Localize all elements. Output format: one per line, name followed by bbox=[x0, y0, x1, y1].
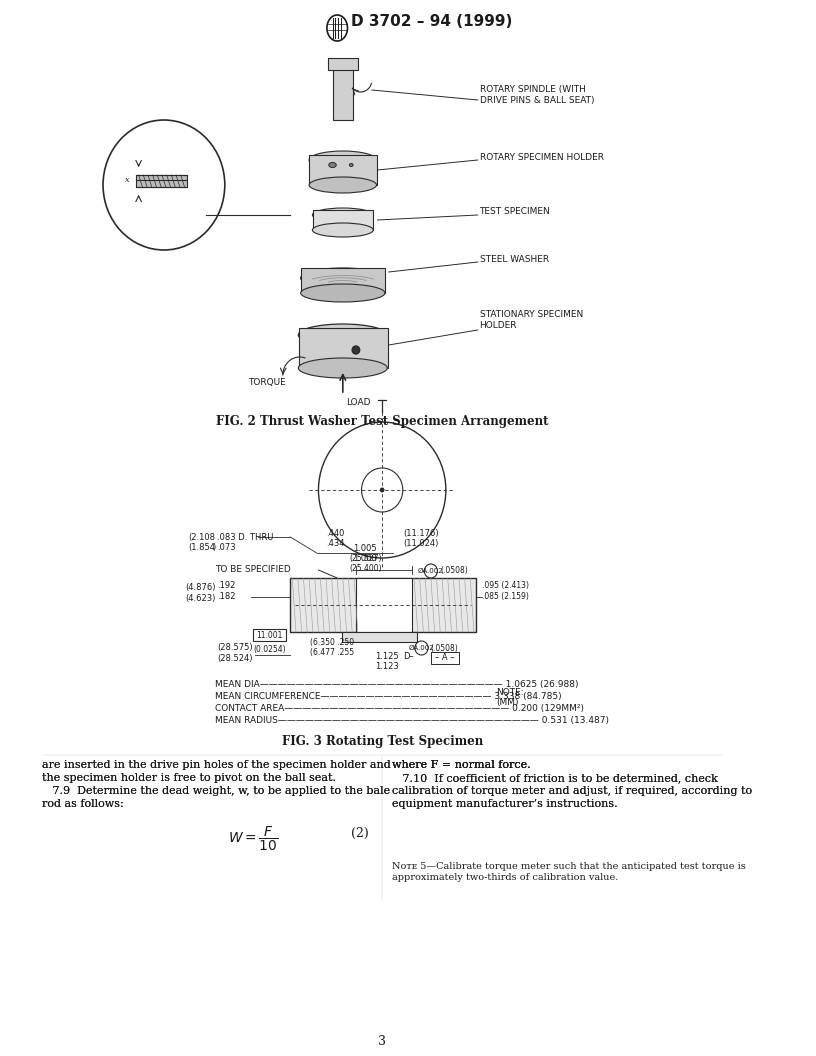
Text: (2): (2) bbox=[351, 827, 369, 840]
Ellipse shape bbox=[300, 268, 385, 288]
Ellipse shape bbox=[313, 208, 373, 222]
Bar bbox=[332, 65, 353, 120]
Text: Nᴏᴛᴇ 5—Calibrate torque meter such that the anticipated test torque is: Nᴏᴛᴇ 5—Calibrate torque meter such that … bbox=[392, 862, 745, 871]
Ellipse shape bbox=[326, 274, 359, 282]
Circle shape bbox=[379, 488, 384, 492]
Text: (0.0254): (0.0254) bbox=[254, 645, 286, 654]
Text: (2.108
(1.854: (2.108 (1.854 bbox=[188, 533, 215, 552]
Bar bbox=[253, 629, 286, 641]
Text: ØA.002: ØA.002 bbox=[409, 645, 434, 650]
Text: .440
.434: .440 .434 bbox=[326, 529, 344, 548]
Text: .095 (2.413)
.085 (2.159): .095 (2.413) .085 (2.159) bbox=[482, 581, 530, 601]
Text: 7.9  Determine the dead weight, w, to be applied to the bale: 7.9 Determine the dead weight, w, to be … bbox=[42, 786, 390, 796]
Text: where F = normal force.: where F = normal force. bbox=[392, 760, 530, 770]
Text: calibration of torque meter and adjust, if required, according to: calibration of torque meter and adjust, … bbox=[392, 786, 752, 796]
Text: (28.575)
(28.524): (28.575) (28.524) bbox=[217, 643, 253, 663]
Text: TEST SPECIMEN: TEST SPECIMEN bbox=[480, 207, 550, 216]
Text: TORQUE: TORQUE bbox=[248, 377, 286, 386]
Text: the specimen holder is free to pivot on the ball seat.: the specimen holder is free to pivot on … bbox=[42, 773, 336, 782]
Text: ROTARY SPINDLE (WITH
DRIVE PINS & BALL SEAT): ROTARY SPINDLE (WITH DRIVE PINS & BALL S… bbox=[480, 86, 594, 105]
Text: FIG. 2 Thrust Washer Test Specimen Arrangement: FIG. 2 Thrust Washer Test Specimen Arran… bbox=[216, 415, 548, 428]
Text: where F = normal force.: where F = normal force. bbox=[392, 760, 530, 770]
Text: 7.10  If coefficient of friction is to be determined, check: 7.10 If coefficient of friction is to be… bbox=[392, 773, 717, 782]
Bar bbox=[309, 155, 376, 185]
Ellipse shape bbox=[329, 163, 336, 168]
Text: (4.876)
(4.623): (4.876) (4.623) bbox=[185, 583, 215, 603]
Text: (11.176)
(11.024): (11.176) (11.024) bbox=[403, 529, 438, 548]
Text: 7.9  Determine the dead weight, w, to be applied to the bale: 7.9 Determine the dead weight, w, to be … bbox=[42, 786, 390, 796]
Text: equipment manufacturer’s instructions.: equipment manufacturer’s instructions. bbox=[392, 799, 617, 809]
Text: rod as follows:: rod as follows: bbox=[42, 799, 124, 809]
Text: 11.001: 11.001 bbox=[256, 630, 283, 640]
Text: (.0508): (.0508) bbox=[441, 566, 468, 576]
Text: equipment manufacturer’s instructions.: equipment manufacturer’s instructions. bbox=[392, 799, 617, 809]
Ellipse shape bbox=[309, 151, 376, 169]
Text: where F = normal force.: where F = normal force. bbox=[392, 760, 530, 770]
Text: x: x bbox=[125, 176, 129, 184]
Text: – A –: – A – bbox=[435, 654, 455, 662]
Text: ROTARY SPECIMEN HOLDER: ROTARY SPECIMEN HOLDER bbox=[480, 152, 604, 162]
Text: .192
.182: .192 .182 bbox=[217, 581, 236, 601]
Text: NOTE:
(MM): NOTE: (MM) bbox=[496, 689, 524, 708]
Text: CONTACT AREA————————————————————————— 0.200 (129MM²): CONTACT AREA————————————————————————— 0.… bbox=[215, 704, 584, 713]
Ellipse shape bbox=[299, 324, 388, 346]
Ellipse shape bbox=[300, 284, 385, 302]
Text: (6.350 .250
(6.477 .255: (6.350 .250 (6.477 .255 bbox=[310, 638, 355, 658]
Circle shape bbox=[353, 346, 360, 354]
Text: .073: .073 bbox=[217, 543, 236, 552]
Text: ØA.002: ØA.002 bbox=[418, 568, 444, 574]
Text: are inserted in the drive pin holes of the specimen holder and: are inserted in the drive pin holes of t… bbox=[42, 760, 391, 770]
Text: MEAN DIA——————————————————————————— 1.0625 (26.988): MEAN DIA——————————————————————————— 1.06… bbox=[215, 680, 579, 689]
Text: 1.005
1.000: 1.005 1.000 bbox=[353, 544, 377, 563]
Text: (25.527)
(25.400): (25.527) (25.400) bbox=[349, 553, 382, 573]
Text: ): ) bbox=[212, 543, 215, 552]
Bar bbox=[431, 652, 459, 664]
Text: TO BE SPECIFIED: TO BE SPECIFIED bbox=[215, 565, 291, 574]
Text: 1.125
1.123: 1.125 1.123 bbox=[375, 652, 398, 672]
Bar bbox=[328, 58, 357, 70]
Text: MEAN CIRCUMFERENCE——————————————————— 3.338 (84.785): MEAN CIRCUMFERENCE——————————————————— 3.… bbox=[215, 692, 562, 701]
Text: calibration of torque meter and adjust, if required, according to: calibration of torque meter and adjust, … bbox=[392, 786, 752, 796]
Text: MEAN RADIUS————————————————————————————— 0.531 (13.487): MEAN RADIUS—————————————————————————————… bbox=[215, 716, 610, 725]
Bar bbox=[135, 175, 188, 187]
Ellipse shape bbox=[313, 223, 373, 237]
Text: D–: D– bbox=[403, 652, 414, 661]
Text: .083 D. THRU: .083 D. THRU bbox=[217, 533, 273, 542]
Ellipse shape bbox=[299, 358, 388, 378]
Text: $W = \dfrac{F}{10}$: $W = \dfrac{F}{10}$ bbox=[228, 825, 278, 853]
Text: (.0508): (.0508) bbox=[431, 643, 459, 653]
Text: FIG. 3 Rotating Test Specimen: FIG. 3 Rotating Test Specimen bbox=[282, 735, 483, 748]
Text: the specimen holder is free to pivot on the ball seat.: the specimen holder is free to pivot on … bbox=[42, 773, 336, 782]
Bar bbox=[356, 578, 412, 631]
Bar bbox=[299, 328, 388, 367]
Text: STATIONARY SPECIMEN
HOLDER: STATIONARY SPECIMEN HOLDER bbox=[480, 310, 583, 329]
Bar bbox=[313, 210, 373, 230]
Text: D 3702 – 94 (1999): D 3702 – 94 (1999) bbox=[351, 14, 512, 29]
Text: STEEL WASHER: STEEL WASHER bbox=[480, 254, 548, 264]
Bar bbox=[342, 631, 417, 642]
Bar bbox=[300, 268, 385, 293]
Ellipse shape bbox=[309, 177, 376, 193]
Text: approximately two-thirds of calibration value.: approximately two-thirds of calibration … bbox=[392, 873, 618, 882]
Text: 7.10  If coefficient of friction is to be determined, check: 7.10 If coefficient of friction is to be… bbox=[392, 773, 717, 782]
Ellipse shape bbox=[349, 164, 353, 167]
Text: are inserted in the drive pin holes of the specimen holder and: are inserted in the drive pin holes of t… bbox=[42, 760, 391, 770]
Bar bbox=[290, 578, 476, 631]
Text: 3: 3 bbox=[378, 1035, 386, 1048]
Text: rod as follows:: rod as follows: bbox=[42, 799, 124, 809]
Text: LOAD: LOAD bbox=[347, 398, 371, 407]
